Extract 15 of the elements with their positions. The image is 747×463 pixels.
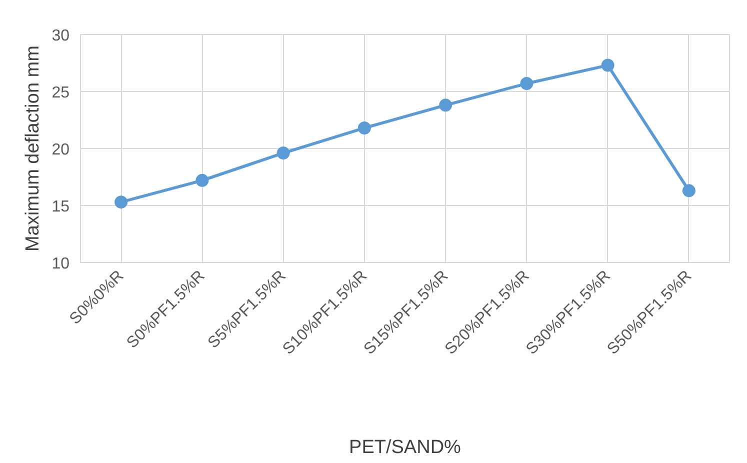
- point: [358, 121, 371, 134]
- point: [196, 174, 209, 187]
- point: [276, 146, 290, 160]
- point: [520, 77, 534, 90]
- y-tick-label: 15: [52, 198, 70, 216]
- point: [439, 98, 452, 112]
- point: [114, 196, 128, 209]
- y-tick-label: 10: [52, 256, 70, 272]
- x-axis-title: PET/SAND%: [349, 437, 462, 458]
- y-tick-label: 30: [52, 28, 70, 44]
- y-axis-title: Maximum deflaction mm: [22, 46, 44, 252]
- y-tick-label: 25: [52, 84, 70, 102]
- point: [682, 184, 696, 198]
- point: [601, 58, 614, 72]
- y-tick-label: 20: [52, 142, 70, 158]
